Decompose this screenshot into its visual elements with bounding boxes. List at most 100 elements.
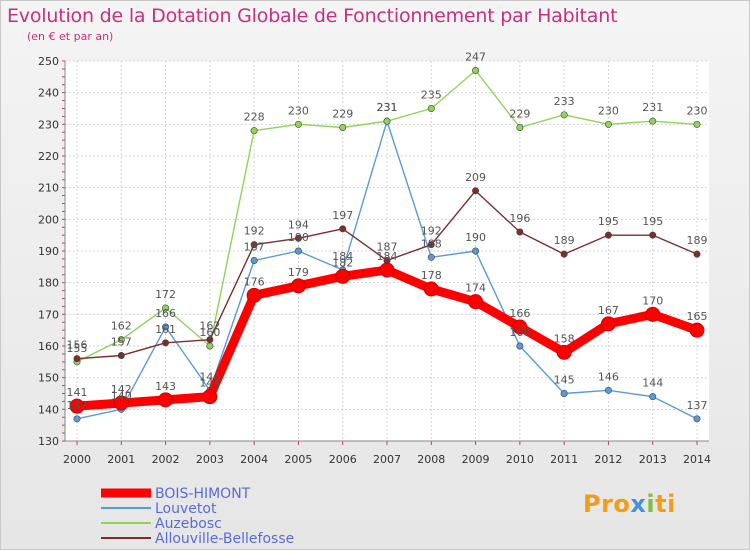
- data-label: 194: [288, 218, 309, 231]
- data-label: 230: [687, 104, 708, 117]
- data-point: [250, 127, 258, 135]
- data-point: [649, 231, 657, 239]
- chart-title: Evolution de la Dotation Globale de Fonc…: [7, 5, 618, 27]
- data-label: 160: [199, 326, 220, 339]
- data-label: 192: [244, 225, 265, 238]
- legend-label: Allouville-Bellefosse: [155, 531, 294, 547]
- data-point: [512, 319, 528, 335]
- data-label: 188: [421, 237, 442, 250]
- data-point: [693, 120, 701, 128]
- data-point: [335, 268, 351, 284]
- data-point: [693, 250, 701, 258]
- data-point: [556, 344, 572, 360]
- data-point: [206, 342, 214, 350]
- data-point: [69, 398, 85, 414]
- data-point: [468, 294, 484, 310]
- data-point: [294, 120, 302, 128]
- data-label: 155: [67, 342, 88, 355]
- x-tick-label: 2013: [639, 453, 667, 466]
- proxiti-logo: Proxiti: [583, 490, 676, 518]
- data-point: [516, 228, 524, 236]
- data-point: [423, 281, 439, 297]
- chart-subtitle: (en € et par an): [27, 30, 114, 43]
- data-point: [339, 225, 347, 233]
- data-label: 247: [465, 51, 486, 64]
- data-label: 137: [687, 399, 708, 412]
- x-tick-label: 2011: [550, 453, 578, 466]
- data-label: 182: [332, 256, 353, 269]
- data-label: 192: [421, 225, 442, 238]
- data-label: 166: [155, 307, 176, 320]
- data-point: [202, 389, 218, 405]
- x-tick-label: 2003: [196, 453, 224, 466]
- x-tick-label: 2008: [417, 453, 445, 466]
- data-point: [560, 389, 568, 397]
- data-label: 161: [155, 323, 176, 336]
- data-label: 140: [111, 389, 132, 402]
- data-point: [294, 247, 302, 255]
- x-tick-label: 2000: [63, 453, 91, 466]
- data-label: 229: [332, 108, 353, 121]
- data-label: 162: [199, 320, 220, 333]
- y-tick-label: 200: [38, 213, 59, 226]
- data-label: 187: [244, 241, 265, 254]
- legend-label: BOIS-HIMONT: [155, 486, 251, 502]
- data-label: 229: [509, 108, 530, 121]
- data-point: [113, 395, 129, 411]
- y-tick-label: 150: [38, 372, 59, 385]
- data-point: [600, 316, 616, 332]
- data-point: [250, 256, 258, 264]
- data-point: [516, 342, 524, 350]
- data-label: 146: [598, 370, 619, 383]
- data-point: [206, 336, 214, 344]
- x-tick-label: 2002: [152, 453, 180, 466]
- data-label: 156: [67, 339, 88, 352]
- data-label: 235: [421, 89, 442, 102]
- data-point: [162, 323, 170, 331]
- data-label: 230: [288, 104, 309, 117]
- data-label: 176: [244, 275, 265, 288]
- data-label: 144: [199, 377, 220, 390]
- data-label: 233: [554, 95, 575, 108]
- data-label: 165: [687, 310, 708, 323]
- data-point: [604, 231, 612, 239]
- x-tick-label: 2012: [594, 453, 622, 466]
- x-tick-label: 2005: [284, 453, 312, 466]
- data-label: 174: [465, 282, 486, 295]
- data-point: [472, 247, 480, 255]
- logo-part: ti: [655, 490, 676, 518]
- data-label: 197: [332, 209, 353, 222]
- data-point: [649, 393, 657, 401]
- data-label: 160: [509, 326, 530, 339]
- y-tick-label: 180: [38, 277, 59, 290]
- data-label: 142: [111, 383, 132, 396]
- data-point: [472, 187, 480, 195]
- data-point: [158, 392, 174, 408]
- data-label: 190: [288, 231, 309, 244]
- data-label: 157: [111, 336, 132, 349]
- data-label: 189: [554, 234, 575, 247]
- data-label: 189: [687, 234, 708, 247]
- x-tick-label: 2001: [107, 453, 135, 466]
- data-label: 209: [465, 171, 486, 184]
- data-point: [689, 322, 705, 338]
- data-label: 195: [598, 215, 619, 228]
- data-label: 230: [598, 104, 619, 117]
- data-label: 231: [377, 101, 398, 114]
- data-point: [339, 124, 347, 132]
- data-label: 162: [111, 320, 132, 333]
- data-label: 146: [199, 370, 220, 383]
- y-tick-label: 130: [38, 435, 59, 448]
- data-point: [427, 241, 435, 249]
- y-tick-label: 210: [38, 182, 59, 195]
- data-label: 228: [244, 111, 265, 124]
- data-label: 178: [421, 269, 442, 282]
- y-tick-label: 220: [38, 150, 59, 163]
- x-tick-label: 2010: [506, 453, 534, 466]
- data-point: [73, 355, 81, 363]
- logo-part: x: [630, 490, 647, 518]
- data-point: [427, 253, 435, 261]
- data-point: [73, 415, 81, 423]
